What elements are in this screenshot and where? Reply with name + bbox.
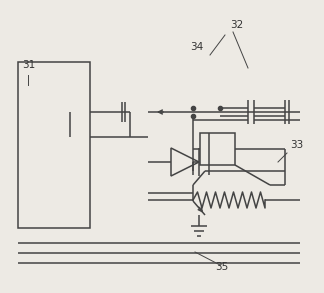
- Text: 35: 35: [215, 262, 228, 272]
- Bar: [200, 133, 235, 165]
- Bar: [18, 62, 90, 228]
- Text: 33: 33: [290, 140, 303, 150]
- Text: 32: 32: [230, 20, 243, 30]
- Text: 31: 31: [22, 60, 35, 70]
- Text: 34: 34: [190, 42, 203, 52]
